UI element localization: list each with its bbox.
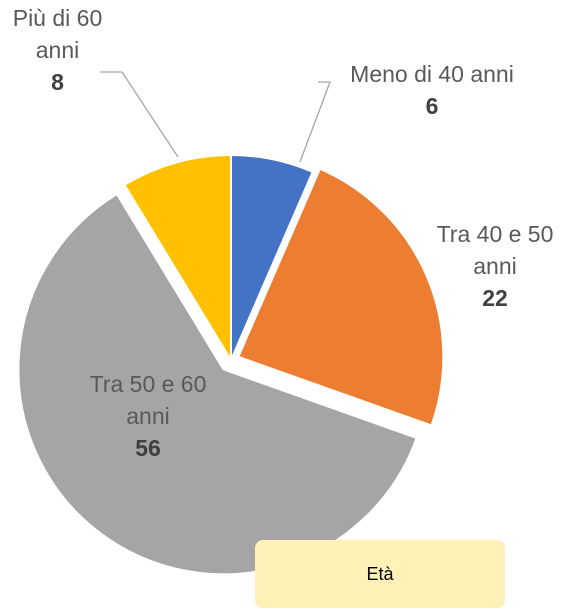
value-label: 8 [51,69,64,95]
slice-label: Meno di 40 anni 6 [312,58,552,122]
value-label: 6 [425,93,439,119]
slice-label: Più di 60 anni 8 [0,2,115,98]
value-label: 22 [482,285,508,311]
category-label: Meno di 40 anni [350,61,514,87]
slice-label: Tra 50 e 60 anni 56 [88,368,208,464]
category-label: Tra 40 e 50 anni [436,221,554,279]
category-label: Più di 60 anni [12,5,103,63]
leader-line [299,81,331,163]
pie-slice [17,192,418,576]
pie-slice [236,167,445,427]
pie-slice [123,153,232,364]
leader-line [100,71,179,158]
slice-label: Tra 40 e 50 anni 22 [415,218,573,314]
category-label: Tra 50 e 60 anni [89,371,207,429]
value-label: 56 [135,435,161,461]
chart-title: Età [255,540,505,608]
